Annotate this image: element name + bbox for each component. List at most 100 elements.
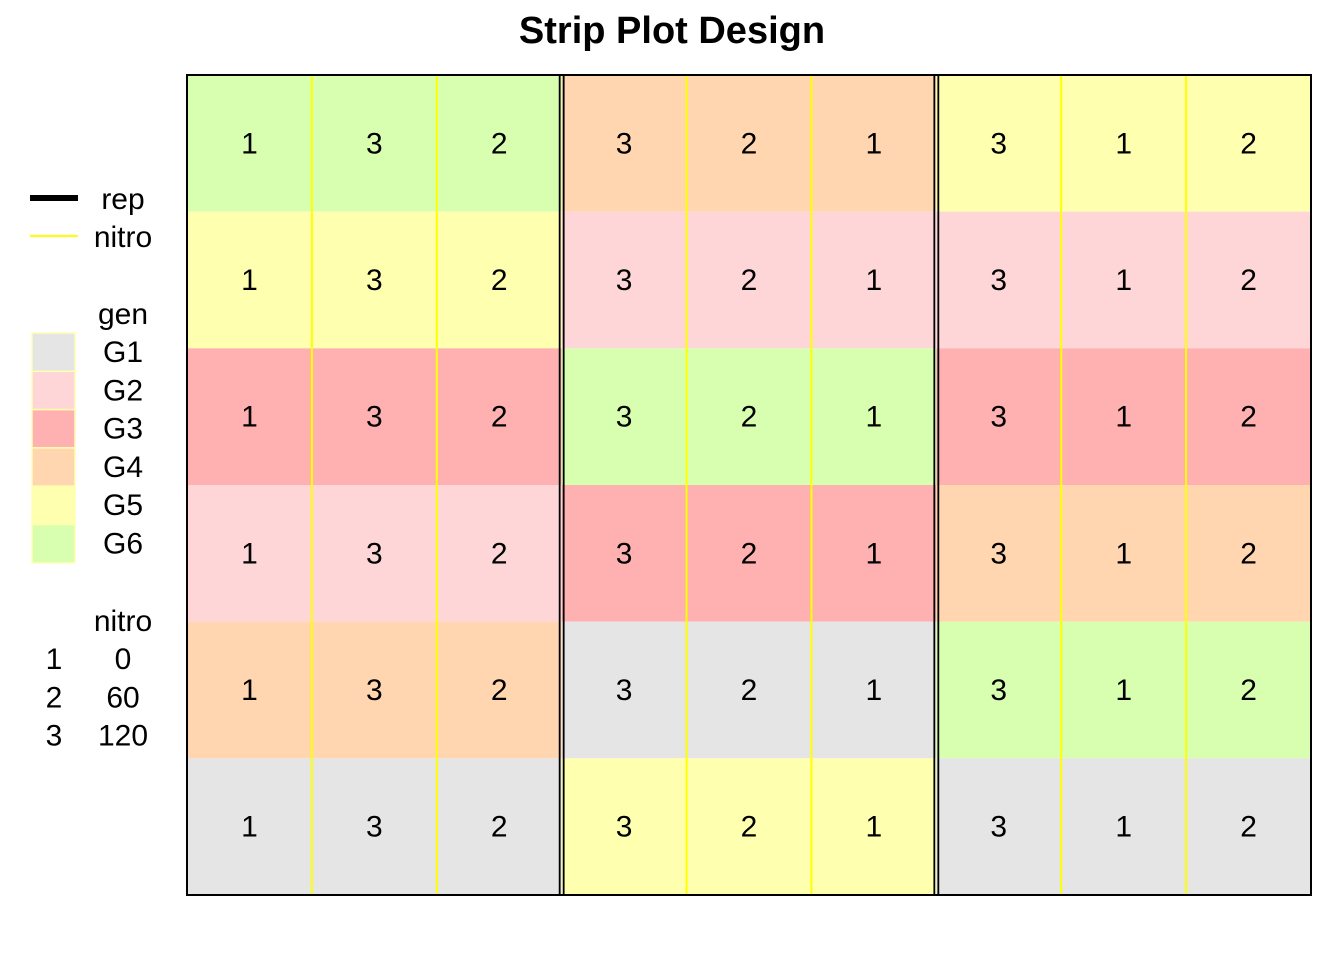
plot-nitro-label: 1 bbox=[241, 537, 258, 570]
plot-nitro-label: 2 bbox=[741, 127, 758, 160]
plot-nitro-label: 3 bbox=[616, 264, 633, 297]
gen-label-g1: G1 bbox=[103, 336, 143, 369]
plot-nitro-label: 1 bbox=[1115, 537, 1132, 570]
plot-nitro-label: 1 bbox=[1115, 674, 1132, 707]
plot-nitro-label: 1 bbox=[1115, 811, 1132, 844]
plot-nitro-label: 1 bbox=[866, 401, 883, 434]
plot-nitro-label: 1 bbox=[866, 264, 883, 297]
plot-strip-g5 bbox=[936, 75, 1311, 212]
gen-label-g3: G3 bbox=[103, 413, 143, 446]
nitro-value: 60 bbox=[106, 681, 139, 714]
plot-nitro-label: 3 bbox=[366, 127, 383, 160]
plot-strip-g2 bbox=[936, 211, 1311, 349]
gen-swatch-g5 bbox=[31, 485, 76, 526]
plot-nitro-label: 1 bbox=[1115, 401, 1132, 434]
plot-nitro-label: 3 bbox=[616, 537, 633, 570]
gen-swatches: G1 G2 G3 G4 G5 G6 bbox=[31, 332, 143, 564]
plot-strip-g6 bbox=[187, 75, 562, 212]
plot-nitro-label: 1 bbox=[1115, 264, 1132, 297]
nitro-value: 120 bbox=[98, 720, 148, 753]
gen-label-g4: G4 bbox=[103, 451, 143, 484]
legend-rep-label: rep bbox=[101, 183, 144, 216]
plot-nitro-label: 1 bbox=[866, 537, 883, 570]
plot-nitro-label: 3 bbox=[366, 537, 383, 570]
gen-swatch-g6 bbox=[31, 523, 76, 564]
plot-nitro-label: 2 bbox=[741, 674, 758, 707]
gen-swatch-g2 bbox=[31, 370, 76, 411]
legend-nitro-title: nitro bbox=[94, 605, 152, 638]
plot-nitro-label: 2 bbox=[1240, 264, 1257, 297]
plot-strip-g1 bbox=[561, 621, 937, 759]
plot-nitro-label: 1 bbox=[241, 401, 258, 434]
gen-label-g2: G2 bbox=[103, 374, 143, 407]
plot-border bbox=[186, 74, 1312, 896]
legend-gen-title: gen bbox=[98, 298, 148, 331]
plot-strip-g5 bbox=[187, 211, 562, 349]
plot-nitro-label: 3 bbox=[616, 401, 633, 434]
plot-nitro-label: 2 bbox=[491, 264, 508, 297]
plot-nitro-label: 3 bbox=[366, 264, 383, 297]
plot-nitro-label: 1 bbox=[241, 264, 258, 297]
gen-swatch-g4 bbox=[31, 447, 76, 487]
plot-strip-g3 bbox=[187, 348, 562, 485]
plot-strip-g1 bbox=[187, 758, 562, 895]
plot-strip-g4 bbox=[561, 75, 937, 212]
plot-nitro-label: 2 bbox=[741, 264, 758, 297]
plot-strip-g3 bbox=[936, 348, 1311, 485]
field-layout-grid: 1 3 2 1 3 2 1 3 2 1 3 2 1 3 2 1 3 2 3 2 1 3 2 1 3 2 1 3 2 1 3 2 1 3 2 1 3 1 2 3… bbox=[186, 74, 1312, 896]
gen-label-g5: G5 bbox=[103, 489, 143, 522]
plot-strip-g3 bbox=[561, 485, 937, 622]
legend-nitro-label: nitro bbox=[94, 221, 152, 254]
plot-nitro-label: 2 bbox=[1240, 811, 1257, 844]
plot-nitro-label: 2 bbox=[741, 537, 758, 570]
nitro-value: 0 bbox=[115, 643, 132, 676]
plot-nitro-label: 1 bbox=[241, 127, 258, 160]
plot-nitro-label: 2 bbox=[741, 811, 758, 844]
plot-nitro-label: 2 bbox=[491, 674, 508, 707]
nitro-level-table: 1 0 2 60 3 120 bbox=[46, 643, 148, 753]
plot-nitro-label: 2 bbox=[1240, 401, 1257, 434]
plot-strip-g4 bbox=[187, 621, 562, 759]
nitro-code: 2 bbox=[46, 681, 63, 714]
plot-nitro-label: 3 bbox=[990, 401, 1007, 434]
plot-nitro-label: 2 bbox=[1240, 127, 1257, 160]
plot-strip-g2 bbox=[561, 211, 937, 349]
plot-nitro-label: 3 bbox=[990, 537, 1007, 570]
plot-strip-g4 bbox=[936, 485, 1311, 622]
plot-nitro-label: 3 bbox=[366, 401, 383, 434]
plot-nitro-label: 3 bbox=[616, 127, 633, 160]
plot-nitro-label: 3 bbox=[990, 811, 1007, 844]
plot-nitro-label: 2 bbox=[1240, 537, 1257, 570]
plot-nitro-label: 1 bbox=[866, 127, 883, 160]
plot-nitro-label: 3 bbox=[366, 674, 383, 707]
plot-nitro-label: 3 bbox=[990, 264, 1007, 297]
gen-label-g6: G6 bbox=[103, 528, 143, 561]
plot-nitro-label: 2 bbox=[491, 811, 508, 844]
plot-strip-g1 bbox=[936, 758, 1311, 895]
plot-nitro-label: 2 bbox=[491, 127, 508, 160]
plot-nitro-label: 1 bbox=[241, 674, 258, 707]
plot-strip-g5 bbox=[561, 758, 937, 895]
plot-nitro-label: 1 bbox=[1115, 127, 1132, 160]
plot-nitro-label: 3 bbox=[990, 674, 1007, 707]
nitro-code: 1 bbox=[46, 643, 63, 676]
plot-nitro-label: 1 bbox=[866, 674, 883, 707]
plot-nitro-label: 3 bbox=[366, 811, 383, 844]
plot-nitro-label: 1 bbox=[241, 811, 258, 844]
plot-nitro-label: 3 bbox=[616, 674, 633, 707]
nitro-code: 3 bbox=[46, 720, 63, 753]
plot-nitro-label: 1 bbox=[866, 811, 883, 844]
plot-nitro-label: 3 bbox=[616, 811, 633, 844]
plot-strip-g6 bbox=[561, 348, 937, 485]
gen-swatch-g3 bbox=[31, 408, 76, 449]
plot-strip-g2 bbox=[187, 485, 562, 622]
plot-title: Strip Plot Design bbox=[519, 10, 825, 52]
plot-nitro-label: 2 bbox=[491, 401, 508, 434]
plot-strip-g6 bbox=[936, 621, 1311, 759]
plot-nitro-label: 3 bbox=[990, 127, 1007, 160]
gen-swatch-g1 bbox=[31, 332, 76, 373]
plot-nitro-label: 2 bbox=[491, 537, 508, 570]
plot-nitro-label: 2 bbox=[1240, 674, 1257, 707]
